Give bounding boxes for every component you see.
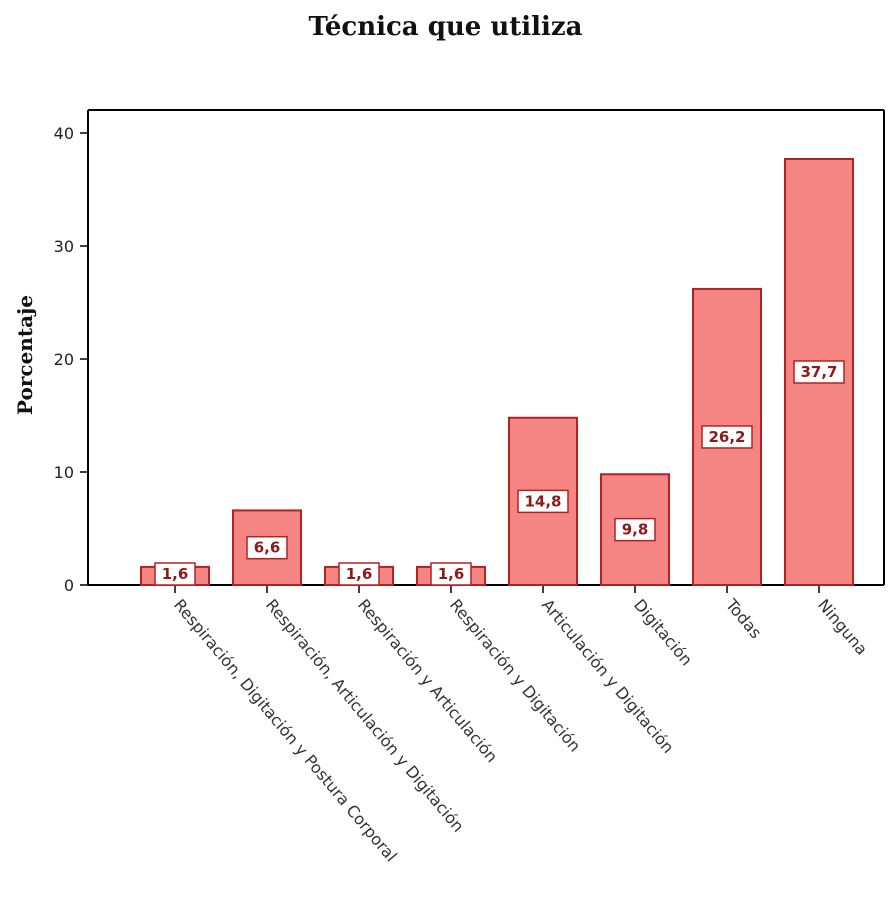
data-label-box (246, 535, 288, 560)
data-labels: 1,6 6,6 1,6 1,6 14,8 9,8 26,2 37,7 (154, 360, 845, 586)
category-label: Digitación (630, 595, 696, 669)
y-tick-label: 20 (54, 350, 74, 369)
data-label: 14,8 (524, 492, 561, 510)
y-tick-label: 40 (54, 124, 74, 143)
data-label: 1,6 (438, 565, 465, 583)
y-tick-label: 0 (64, 576, 74, 595)
bars (140, 157, 854, 587)
data-label: 1,6 (346, 565, 373, 583)
y-tick-label: 10 (54, 463, 74, 482)
data-label: 26,2 (708, 428, 745, 446)
data-label-box (793, 360, 845, 384)
data-label: 6,6 (254, 539, 281, 557)
data-label-box (701, 425, 753, 449)
data-label: 37,7 (800, 363, 837, 381)
data-label-box (338, 562, 380, 586)
data-label-box (614, 517, 656, 542)
y-axis-label: Porcentaje (13, 295, 37, 415)
data-label-box (517, 489, 569, 514)
chart-title: Técnica que utiliza (308, 12, 583, 42)
category-label: Todas (721, 595, 765, 643)
y-tick-label: 30 (54, 237, 74, 256)
category-labels: Respiración, Digitación y Postura Corpor… (170, 595, 871, 866)
data-label: 9,8 (622, 521, 649, 539)
data-label-box (154, 562, 196, 586)
data-label: 1,6 (162, 565, 189, 583)
category-label: Respiración, Articulación y Digitación (262, 595, 468, 835)
category-label: Ninguna (814, 595, 871, 658)
data-label-box (430, 562, 472, 586)
